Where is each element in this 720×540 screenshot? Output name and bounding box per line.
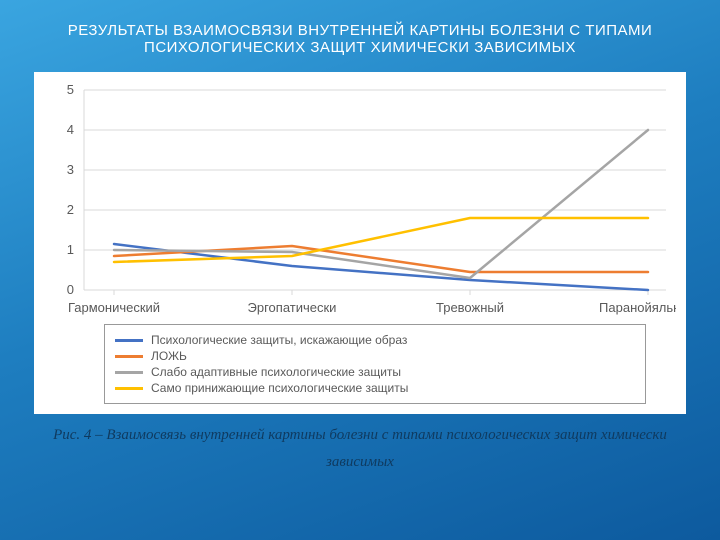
svg-text:1: 1 xyxy=(67,242,74,257)
legend-item: Слабо адаптивные психологические защиты xyxy=(115,365,635,379)
figure-caption: Рис. 4 – Взаимосвязь внутренней картины … xyxy=(0,422,720,476)
legend-label: Слабо адаптивные психологические защиты xyxy=(151,365,401,379)
svg-text:Эргопатически: Эргопатически xyxy=(248,300,337,315)
legend-item: Психологические защиты, искажающие образ xyxy=(115,333,635,347)
legend-swatch xyxy=(115,387,143,390)
legend-swatch xyxy=(115,355,143,358)
svg-text:Гармонический: Гармонический xyxy=(68,300,160,315)
svg-text:2: 2 xyxy=(67,202,74,217)
svg-text:Паранойяльный: Паранойяльный xyxy=(599,300,676,315)
legend-label: Психологические защиты, искажающие образ xyxy=(151,333,407,347)
legend-swatch xyxy=(115,339,143,342)
legend-swatch xyxy=(115,371,143,374)
svg-text:3: 3 xyxy=(67,162,74,177)
chart-panel: 0 1 2 3 4 5 Гармонический Эргопатически Тревожны… xyxy=(34,72,686,414)
chart-legend: Психологические защиты, искажающие образ… xyxy=(104,324,646,404)
line-chart: 0 1 2 3 4 5 Гармонический Эргопатически Тревожны… xyxy=(44,82,676,320)
svg-text:5: 5 xyxy=(67,82,74,97)
svg-text:4: 4 xyxy=(67,122,74,137)
legend-label: ЛОЖЬ xyxy=(151,349,187,363)
slide-title: РЕЗУЛЬТАТЫ ВЗАИМОСВЯЗИ ВНУТРЕННЕЙ КАРТИН… xyxy=(0,0,720,66)
svg-text:Тревожный: Тревожный xyxy=(436,300,504,315)
legend-item: Само принижающие психологические защиты xyxy=(115,381,635,395)
legend-label: Само принижающие психологические защиты xyxy=(151,381,408,395)
legend-item: ЛОЖЬ xyxy=(115,349,635,363)
slide: РЕЗУЛЬТАТЫ ВЗАИМОСВЯЗИ ВНУТРЕННЕЙ КАРТИН… xyxy=(0,0,720,540)
svg-text:0: 0 xyxy=(67,282,74,297)
